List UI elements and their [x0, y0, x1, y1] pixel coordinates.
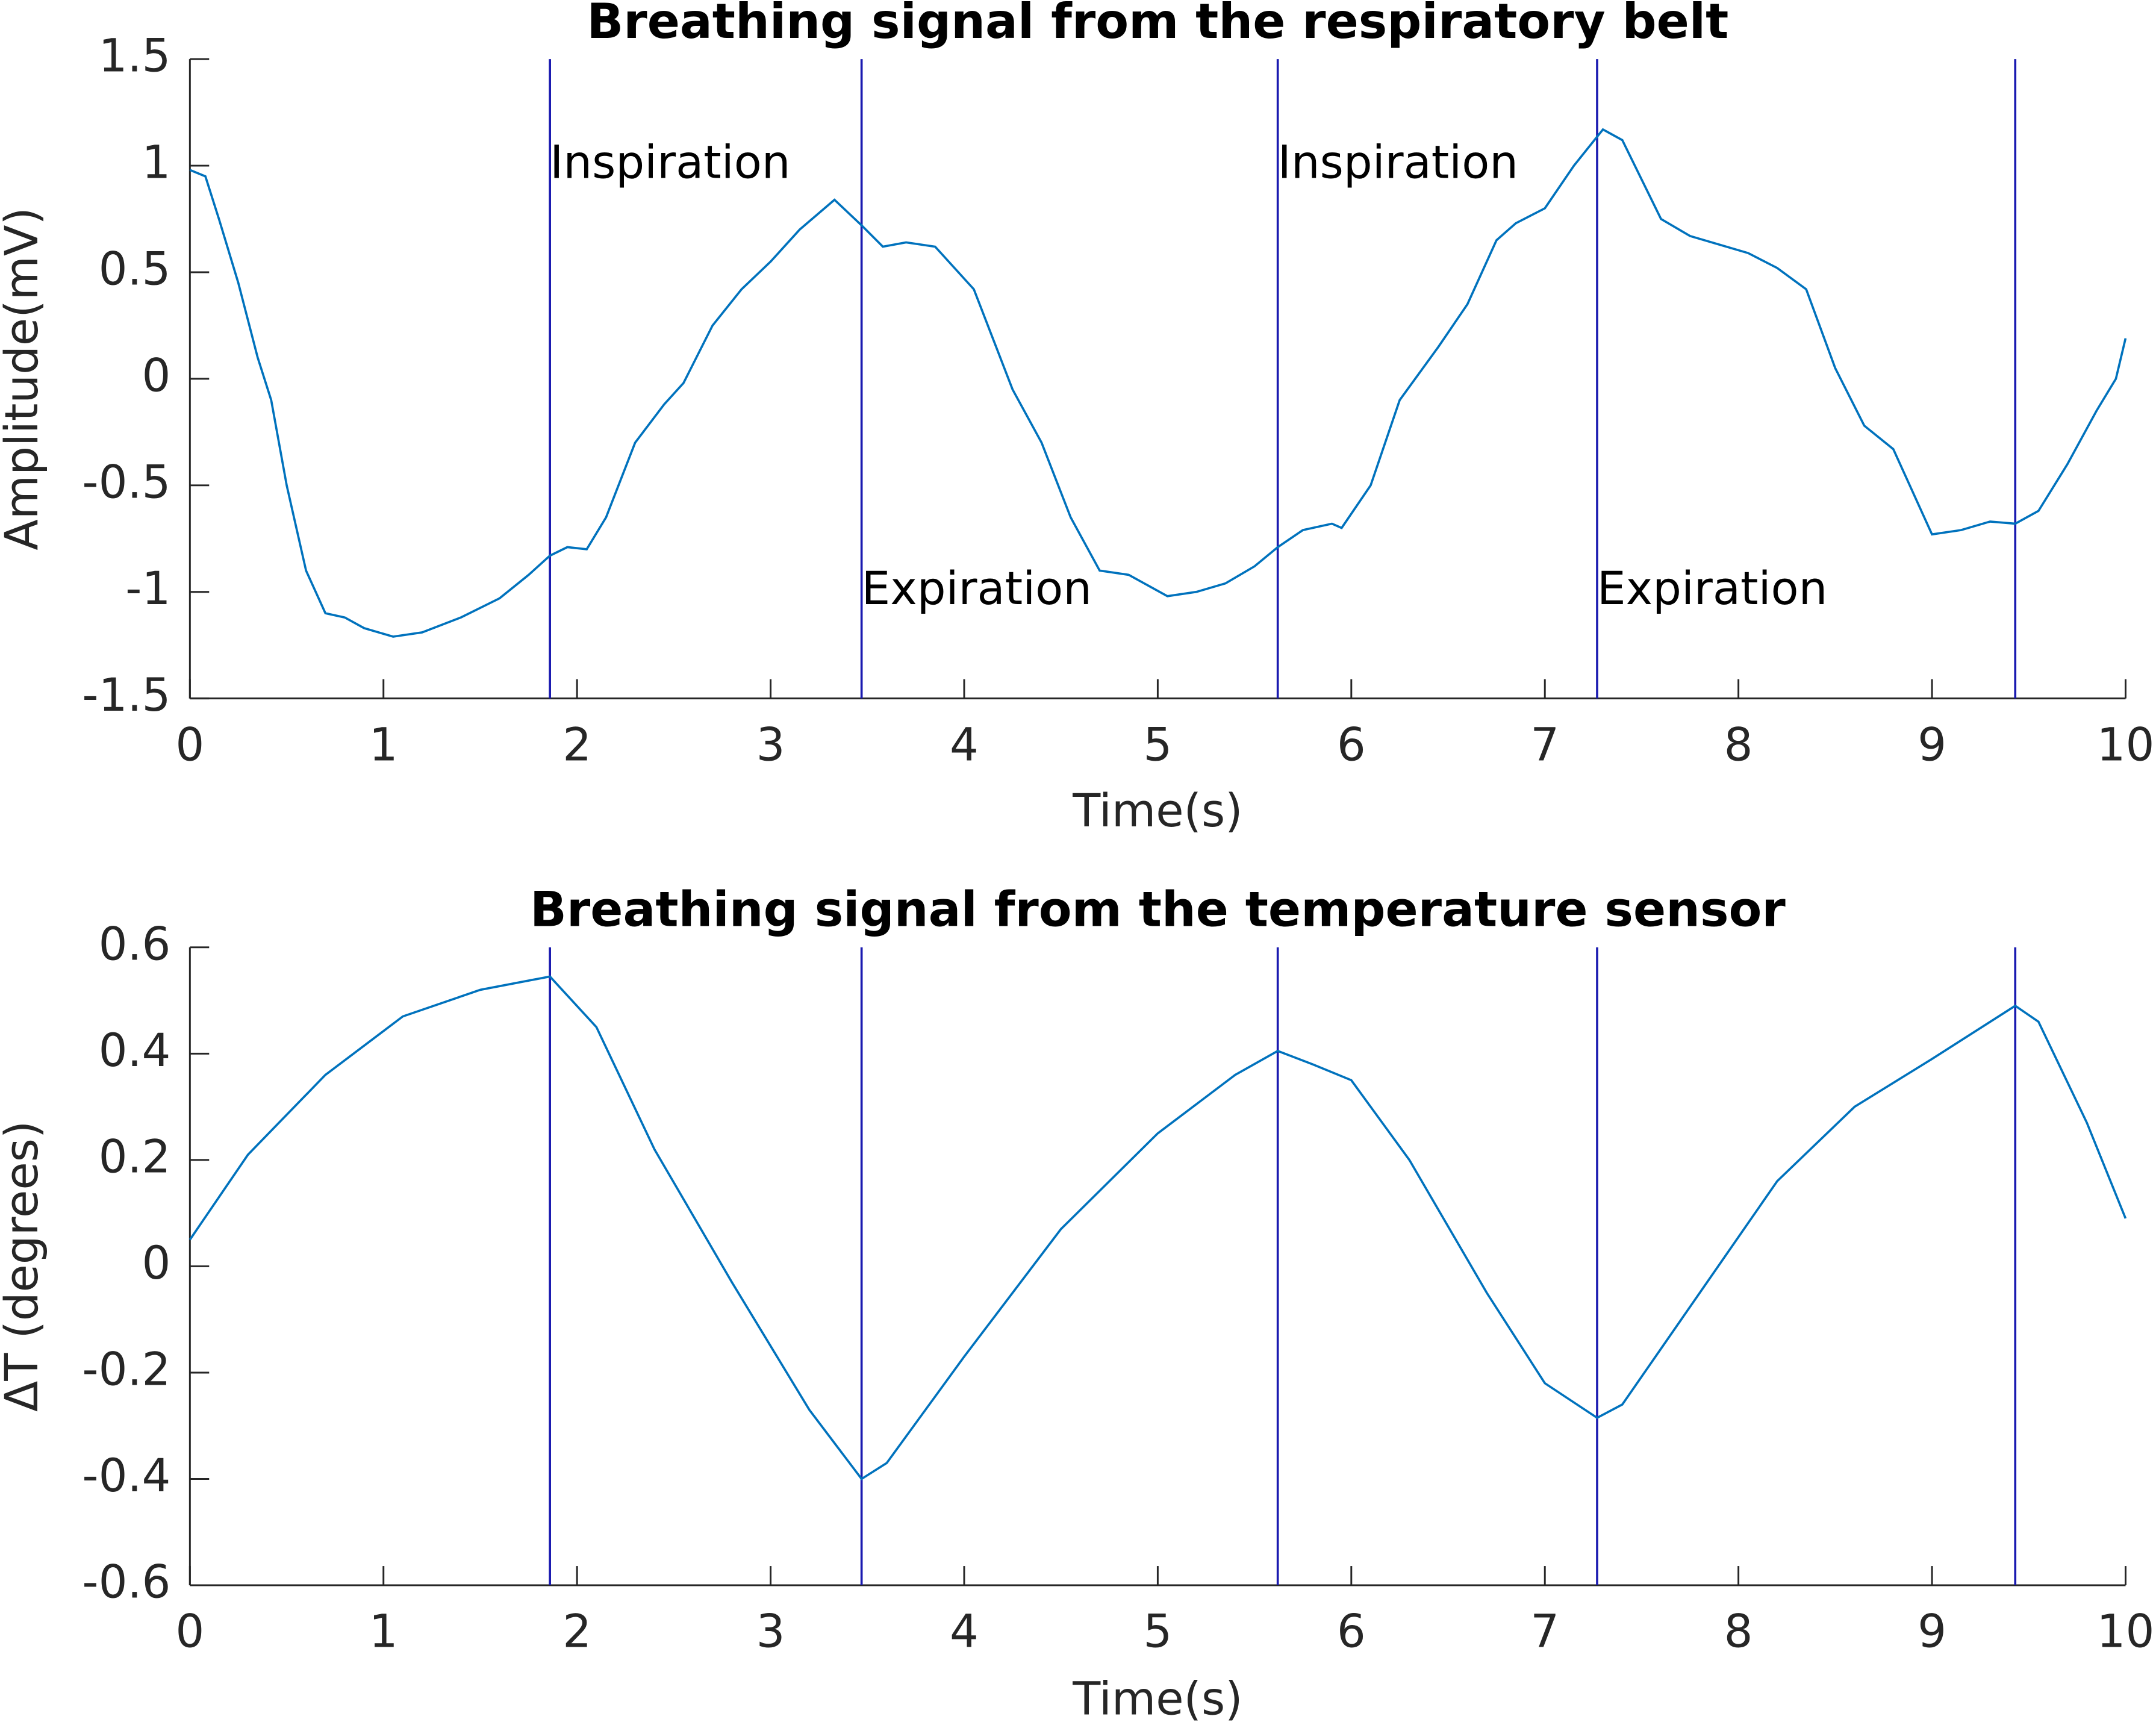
- x-tick-label: 0: [175, 718, 204, 771]
- x-axis-label: Time(s): [1072, 784, 1242, 837]
- x-axis-label: Time(s): [1072, 1673, 1242, 1726]
- signal-line: [188, 975, 2127, 1480]
- x-tick-label: 6: [1337, 718, 1366, 771]
- x-tick-label: 4: [950, 718, 979, 771]
- y-tick-label: 1: [142, 136, 170, 189]
- y-tick-label: 0: [142, 349, 170, 402]
- x-tick-label: 9: [1918, 718, 1946, 771]
- annotation: Inspiration: [1278, 136, 1518, 189]
- y-tick-label: -1.5: [82, 669, 170, 722]
- x-tick-label: 0: [175, 1605, 204, 1658]
- x-tick-label: 3: [756, 1605, 785, 1658]
- x-tick-label: 4: [950, 1605, 979, 1658]
- y-tick-label: 0: [142, 1237, 170, 1290]
- y-tick-label: -0.2: [82, 1343, 170, 1396]
- x-tick-label: 3: [756, 718, 785, 771]
- annotation: Expiration: [1597, 562, 1827, 615]
- signal-line: [189, 128, 2127, 638]
- x-tick-label: 10: [2097, 718, 2155, 771]
- y-tick-label: -0.4: [82, 1449, 170, 1502]
- chart-title: Breathing signal from the respiratory be…: [587, 0, 1728, 49]
- x-tick-label: 2: [562, 718, 591, 771]
- x-tick-label: 6: [1337, 1605, 1366, 1658]
- x-tick-label: 1: [369, 1605, 398, 1658]
- x-tick-label: 10: [2097, 1605, 2155, 1658]
- x-tick-label: 9: [1918, 1605, 1946, 1658]
- x-tick-label: 8: [1724, 718, 1753, 771]
- y-tick-label: 1.5: [99, 30, 171, 83]
- x-tick-label: 8: [1724, 1605, 1753, 1658]
- x-tick-label: 2: [562, 1605, 591, 1658]
- y-tick-label: -0.6: [82, 1556, 170, 1609]
- y-tick-label: -0.5: [82, 455, 170, 508]
- y-tick-label: 0.6: [99, 917, 171, 970]
- x-tick-label: 5: [1143, 1605, 1172, 1658]
- y-axis-label: Amplitude(mV): [0, 207, 48, 550]
- y-tick-label: 0.5: [99, 242, 171, 295]
- x-tick-label: 7: [1530, 718, 1559, 771]
- annotation: Inspiration: [550, 136, 790, 189]
- y-tick-label: 0.2: [99, 1130, 171, 1183]
- chart-title: Breathing signal from the temperature se…: [530, 882, 1786, 938]
- annotation: Expiration: [862, 562, 1092, 615]
- x-tick-label: 1: [369, 718, 398, 771]
- y-tick-label: 0.4: [99, 1024, 171, 1077]
- y-tick-label: -1: [125, 562, 170, 615]
- x-tick-label: 7: [1530, 1605, 1559, 1658]
- y-axis-label: ΔT (degrees): [0, 1121, 48, 1412]
- x-tick-label: 5: [1143, 718, 1172, 771]
